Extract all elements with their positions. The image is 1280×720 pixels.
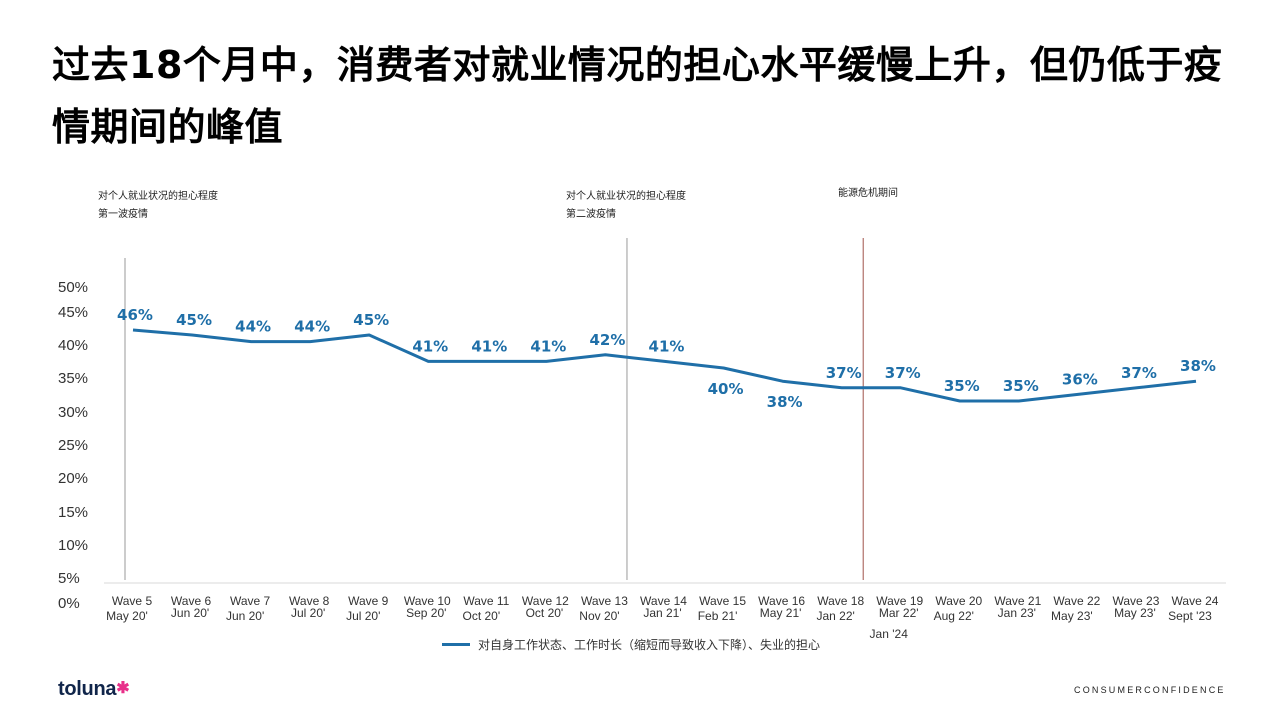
data-label: 38% <box>1180 357 1216 375</box>
legend: 对自身工作状态、工作时长（缩短而导致收入下降）、失业的担心 <box>442 636 820 653</box>
y-tick-label: 20% <box>58 470 88 487</box>
x-tick-label: Wave 14 <box>640 594 687 608</box>
page-title: 过去18个月中，消费者对就业情况的担心水平缓慢上升，但仍低于疫情期间的峰值 <box>52 43 1223 149</box>
x-tick-date: May 23' <box>1051 609 1093 623</box>
x-tick-date: Jan 23' <box>998 606 1036 620</box>
x-tick-date: May 21' <box>760 606 802 620</box>
annotation-second-wave: 对个人就业状况的担心程度 第二波疫情 <box>566 188 686 224</box>
data-label: 42% <box>589 331 625 349</box>
x-tick-date: Jun 20' <box>171 606 209 620</box>
x-tick-label: Wave 22 <box>1053 594 1100 608</box>
data-label: 46% <box>117 306 153 324</box>
x-tick-label: Wave 15 <box>699 594 746 608</box>
x-tick-label: Wave 19 <box>876 594 923 608</box>
y-tick-label: 30% <box>58 404 88 421</box>
y-tick-label: 15% <box>58 504 88 521</box>
y-tick-label: 40% <box>58 337 88 354</box>
data-labels: 46% 45% 44% 44% 45% 41% 41% 41% 42% 41% 40% 38% 37% 3… <box>117 306 1216 411</box>
toluna-logo: toluna✱ <box>58 678 130 701</box>
data-label: 35% <box>1003 377 1039 395</box>
series-line <box>132 328 1197 403</box>
annotation-line: 对个人就业状况的担心程度 <box>98 191 218 202</box>
data-label: 45% <box>353 311 389 329</box>
data-label: 45% <box>176 311 212 329</box>
annotation-first-wave: 对个人就业状况的担心程度 第一波疫情 <box>98 188 218 224</box>
x-tick-label: Wave 23 <box>1112 594 1159 608</box>
annotation-energy-crisis: 能源危机期间 <box>838 185 898 203</box>
legend-swatch <box>442 643 470 646</box>
data-label: 37% <box>826 364 862 382</box>
data-label: 44% <box>235 318 271 336</box>
y-tick-label: 50% <box>58 279 88 296</box>
annotation-line: 能源危机期间 <box>838 188 898 199</box>
data-label: 41% <box>649 337 685 355</box>
x-tick-date: Aug 22' <box>934 609 974 623</box>
x-tick-date-extra: Jan '24 <box>870 627 909 641</box>
x-tick-date: Oct 20' <box>463 609 501 623</box>
x-tick-date: May 23' <box>1114 606 1156 620</box>
x-tick-label: Wave 18 <box>817 594 864 608</box>
x-tick-date: Jun 20' <box>226 609 264 623</box>
annotation-line: 对个人就业状况的担心程度 <box>566 191 686 202</box>
y-tick-label: 5% <box>58 570 80 587</box>
data-label: 36% <box>1062 370 1098 388</box>
data-label: 41% <box>412 337 448 355</box>
data-label: 41% <box>471 337 507 355</box>
data-label: 35% <box>944 377 980 395</box>
annotation-line: 第一波疫情 <box>98 209 148 220</box>
data-label: 38% <box>767 393 803 411</box>
x-tick-date: May 20' <box>106 609 148 623</box>
x-tick-label: Wave 10 <box>404 594 451 608</box>
data-label: 40% <box>708 380 744 398</box>
x-tick-label: Wave 9 <box>348 594 389 608</box>
logo-star-icon: ✱ <box>116 680 130 697</box>
x-tick-date: Jul 20' <box>346 609 380 623</box>
x-tick-label: Wave 11 <box>463 594 509 608</box>
annotation-line: 第二波疫情 <box>566 209 616 220</box>
x-tick-date: Mar 22' <box>879 606 919 620</box>
x-tick-label: Wave 24 <box>1172 594 1219 608</box>
x-tick-date: Sep 20' <box>406 606 446 620</box>
x-tick-date: Feb 21' <box>698 609 738 623</box>
x-tick-label: Wave 13 <box>581 594 628 608</box>
x-tick-label: Wave 20 <box>935 594 982 608</box>
data-label: 37% <box>885 364 921 382</box>
x-tick-label: Wave 16 <box>758 594 805 608</box>
logo-text: toluna <box>58 678 117 700</box>
x-tick-label: Wave 12 <box>522 594 569 608</box>
y-tick-label: 35% <box>58 370 88 387</box>
y-tick-label: 10% <box>58 537 88 554</box>
y-tick-label: 25% <box>58 437 88 454</box>
x-tick-date: Jan 21' <box>643 606 681 620</box>
period-dividers <box>124 238 864 580</box>
x-tick-label: Wave 7 <box>230 594 271 608</box>
y-tick-label: 0% <box>58 595 80 612</box>
data-label: 41% <box>530 337 566 355</box>
x-tick-label: Wave 6 <box>171 594 212 608</box>
legend-label: 对自身工作状态、工作时长（缩短而导致收入下降）、失业的担心 <box>478 638 821 652</box>
y-axis: 0% 5% 10% 15% 20% 25% 30% 35% 40% 45% 50% <box>58 279 88 612</box>
x-tick-label: Wave 5 <box>112 594 153 608</box>
x-tick-label: Wave 8 <box>289 594 330 608</box>
data-label: 37% <box>1121 364 1157 382</box>
x-tick-date: Jul 20' <box>291 606 325 620</box>
x-tick-label: Wave 21 <box>994 594 1041 608</box>
footer-label: CONSUMERCONFIDENCE <box>1074 685 1226 695</box>
x-tick-date: Sept '23 <box>1168 609 1212 623</box>
x-tick-date: Jan 22' <box>817 609 855 623</box>
y-tick-label: 45% <box>58 304 88 321</box>
x-tick-date: Nov 20' <box>579 609 619 623</box>
data-label: 44% <box>294 318 330 336</box>
x-tick-date: Oct 20' <box>526 606 564 620</box>
